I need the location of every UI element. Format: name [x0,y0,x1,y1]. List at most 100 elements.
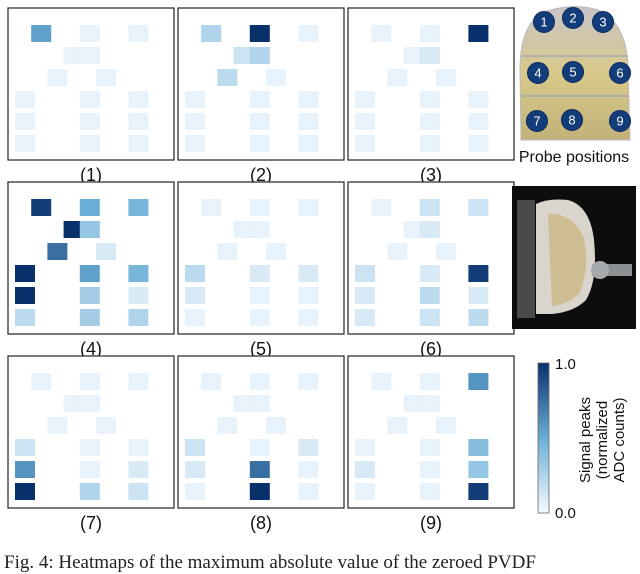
probe-position-marker [592,11,614,33]
heatmap-cell [128,461,149,478]
heatmap-cell [298,113,319,130]
heatmap-cell [128,439,149,456]
heatmap-cell [355,91,375,108]
probe-position-marker [533,11,555,33]
heatmap-panel: (1) [7,7,175,185]
heatmap-cell [185,113,205,130]
heatmap-cell [63,221,84,238]
heatmap-cell [96,417,116,434]
heatmap-cell [47,69,68,86]
heatmap-cell [79,199,100,216]
heatmap-cell [249,309,270,326]
heatmap-cell [217,243,238,260]
sensor-photo-nut [591,261,609,279]
heatmap-cell [436,243,456,260]
heatmap-cell [79,395,100,412]
heatmap-cell [419,373,440,390]
heatmap-panel-label: (6) [420,339,442,359]
heatmap-cell [436,417,456,434]
heatmap-cell [403,221,424,238]
heatmap-cell [79,91,100,108]
heatmap-cell [403,47,424,64]
heatmap-cell [31,373,52,390]
heatmap-cell [249,91,270,108]
heatmap-cell [298,135,319,152]
heatmap-cell [249,287,270,304]
probe-position-number: 4 [534,66,541,81]
colorbar-label-line: Signal peaks [577,397,594,483]
heatmap-panel: (2) [177,7,345,185]
heatmap-cell [468,287,489,304]
heatmap-cell [79,287,100,304]
heatmap-cell [63,395,84,412]
heatmap-cell [15,461,35,478]
heatmap-cell [15,135,35,152]
figure-caption: Fig. 4: Heatmaps of the maximum absolute… [4,552,536,573]
heatmap-panel: (7) [7,355,175,533]
heatmap-cell [31,199,52,216]
probe-position-number: 3 [599,15,606,30]
heatmap-cell [371,25,392,42]
heatmap-cell [217,69,238,86]
probe-position-number: 5 [569,65,576,80]
heatmap-cell [185,91,205,108]
heatmap-cell [96,243,116,260]
heatmap-cell [128,265,149,282]
heatmap-cell [185,265,205,282]
heatmap-cell [468,373,489,390]
heatmap-cell [419,221,440,238]
heatmap-cell [266,417,286,434]
heatmap-panel: (6) [347,181,515,359]
heatmap-cell [298,265,319,282]
heatmap-cell [419,483,440,500]
colorbar-label-line: ADC counts) [611,397,628,482]
heatmap-cell [419,395,440,412]
heatmap-cell [468,439,489,456]
heatmap-cell [355,483,375,500]
heatmap-cell [96,69,116,86]
heatmap-cell [15,287,35,304]
heatmap-grid: (1) (2) (3) (4) (5) (6) (7) (8) (9) [7,7,515,533]
sensor-photo [512,186,636,329]
heatmap-cell [79,309,100,326]
colorbar-gradient [537,362,550,514]
heatmap-cell [249,199,270,216]
heatmap-cell [355,439,375,456]
heatmap-cell [201,199,222,216]
heatmap-cell [79,483,100,500]
probe-position-marker [527,62,549,84]
heatmap-panel-label: (8) [250,513,272,533]
heatmap-cell [201,373,222,390]
heatmap-cell [15,113,35,130]
heatmap-cell [185,309,205,326]
heatmap-cell [47,417,68,434]
heatmap-panel-label: (3) [420,165,442,185]
probe-position-marker [526,110,548,132]
heatmap-cell [79,461,100,478]
heatmap-cell [298,309,319,326]
heatmap-cell [355,287,375,304]
heatmap-cell [128,25,149,42]
colorbar-min-label: 0.0 [555,505,576,522]
heatmap-cell [79,439,100,456]
sensor-photo-bracket [517,200,535,318]
heatmap-cell [266,243,286,260]
heatmap-cell [298,287,319,304]
heatmap-cell [387,69,408,86]
heatmap-cell [79,113,100,130]
heatmap-panel-label: (5) [250,339,272,359]
probe-position-marker [562,7,584,29]
heatmap-cell [436,69,456,86]
heatmap-cell [298,199,319,216]
probe-position-number: 1 [540,15,547,30]
heatmap-cell [468,265,489,282]
heatmap-cell [185,483,205,500]
heatmap-cell [31,25,52,42]
heatmap-cell [419,287,440,304]
heatmap-cell [298,25,319,42]
heatmap-cell [468,25,489,42]
heatmap-cell [128,135,149,152]
heatmap-cell [468,309,489,326]
heatmap-panel-label: (7) [80,513,102,533]
heatmap-cell [128,199,149,216]
